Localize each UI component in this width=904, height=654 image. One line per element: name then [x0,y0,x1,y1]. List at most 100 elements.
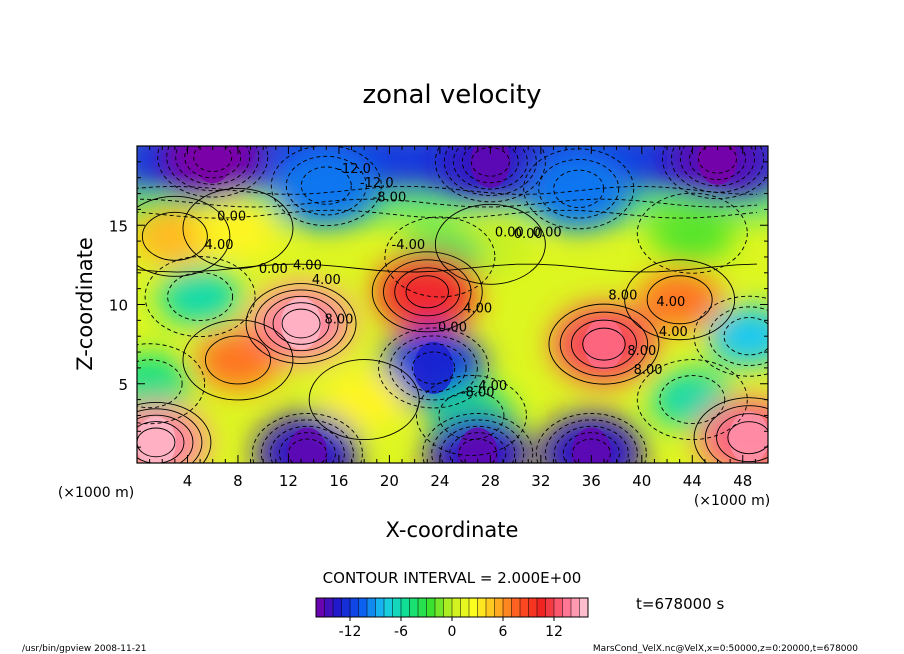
contour-label: 8.00 [324,313,353,328]
contour-negative [659,375,726,425]
y-axis-label: Z-coordinate [73,237,97,371]
contour-negative [553,425,629,463]
field-feature [526,148,631,229]
contour-negative [270,146,382,227]
contour-label: 4.00 [205,238,234,253]
colorbar-cell [579,598,589,617]
field-core [470,146,511,188]
x-unit-left: (×1000 m) [58,485,134,501]
contour-negative [431,419,525,463]
x-tick-label: 40 [632,472,651,490]
field-core [281,297,322,350]
field-core [287,427,328,463]
contour-negative [680,146,755,187]
contour-negative [378,327,490,409]
contour-positive [245,283,357,364]
contour-negative [440,425,516,463]
contour-label: 4.00 [293,259,322,274]
contour-negative [137,343,206,425]
contour-positive [624,259,736,341]
contour-negative [452,146,528,190]
contour-positive [646,275,713,325]
colorbar-cell [384,598,393,617]
x-unit-right: (×1000 m) [694,493,770,509]
contour-positive [137,408,203,463]
contour-label: 4.00 [656,295,685,310]
colorbar-cell [486,598,495,617]
x-tick-label: 44 [683,472,702,490]
field-core [697,146,738,185]
contour-lines [137,146,768,463]
colorbar-cell [520,598,529,617]
contour-positive [704,405,768,463]
contour-negative [662,146,768,200]
contour-negative [269,425,345,463]
contour-label: 0.00 [438,320,467,335]
contour-positive [371,251,483,333]
contour-positive [182,319,294,401]
contour-negative [287,438,327,463]
contour-positive [548,303,660,385]
field-feature [650,203,735,264]
contour-label: 8.00 [627,344,656,359]
x-tick-label: 24 [430,472,449,490]
contour-negative [671,146,764,193]
field-feature [195,198,280,259]
contour-positive [308,359,420,441]
contour-positive [137,414,194,463]
contour-positive [434,203,546,285]
contour-positive [394,267,461,317]
colorbar-cell [545,598,555,617]
field-feature [137,353,192,414]
x-axis: 4 8 12 16 20 24 28 32 36 40 44 48 [136,146,769,490]
contour-band-line [137,185,758,195]
contour-negative [400,343,467,393]
colorbar-cell [350,598,359,617]
contour-label: 8.00 [634,363,663,378]
colorbar-cell [367,598,376,617]
contour-negative [278,432,336,463]
footer-right: MarsCond_VelX.nc@VelX,x=0:50000,z=0:2000… [593,644,858,654]
x-tick-label: 32 [531,472,550,490]
contour-label: -4.00 [392,238,426,253]
velocity-field [137,146,768,463]
colorbar: -12 -6 0 6 12 [315,597,589,640]
contour-positive [559,311,649,377]
contour-negative [553,169,605,208]
contour-positive [254,289,348,358]
contour-negative [285,155,367,216]
colorbar-cell [341,598,351,617]
x-tick-label: 28 [481,472,500,490]
field-core [137,416,176,463]
plot-area: -12.0-12.0-8.00-4.000.000.000.000.004.00… [136,145,769,464]
contour-band-line [137,198,758,208]
x-tick-label: 4 [183,472,193,490]
y-axis: 5 10 15 [109,145,768,464]
contour-label: -8.00 [461,385,495,400]
contour-negative [193,146,233,172]
contour-negative [137,359,183,409]
contour-label: 0.00 [217,209,246,224]
colorbar-tick-label: -12 [339,624,362,640]
colorbar-cell [460,598,470,617]
field-core [192,146,233,184]
x-tick-label: 20 [380,472,399,490]
colorbar-cell [316,598,325,617]
field-core [457,427,498,463]
colorbar-cell [392,598,402,617]
contour-positive [137,427,176,458]
x-tick-label: 36 [582,472,601,490]
colorbar-cell [358,598,368,617]
colorbar-cell [469,598,478,617]
contour-negative [708,306,768,366]
colorbar-cell [511,598,521,617]
contour-positive [405,275,449,309]
x-tick-label: 8 [233,472,243,490]
contour-positive [141,211,208,261]
contour-negative [434,146,546,203]
y-tick-label: 5 [118,376,128,394]
colorbar-cell [537,598,546,617]
contour-negative [689,146,746,180]
contour-positive [582,327,626,361]
